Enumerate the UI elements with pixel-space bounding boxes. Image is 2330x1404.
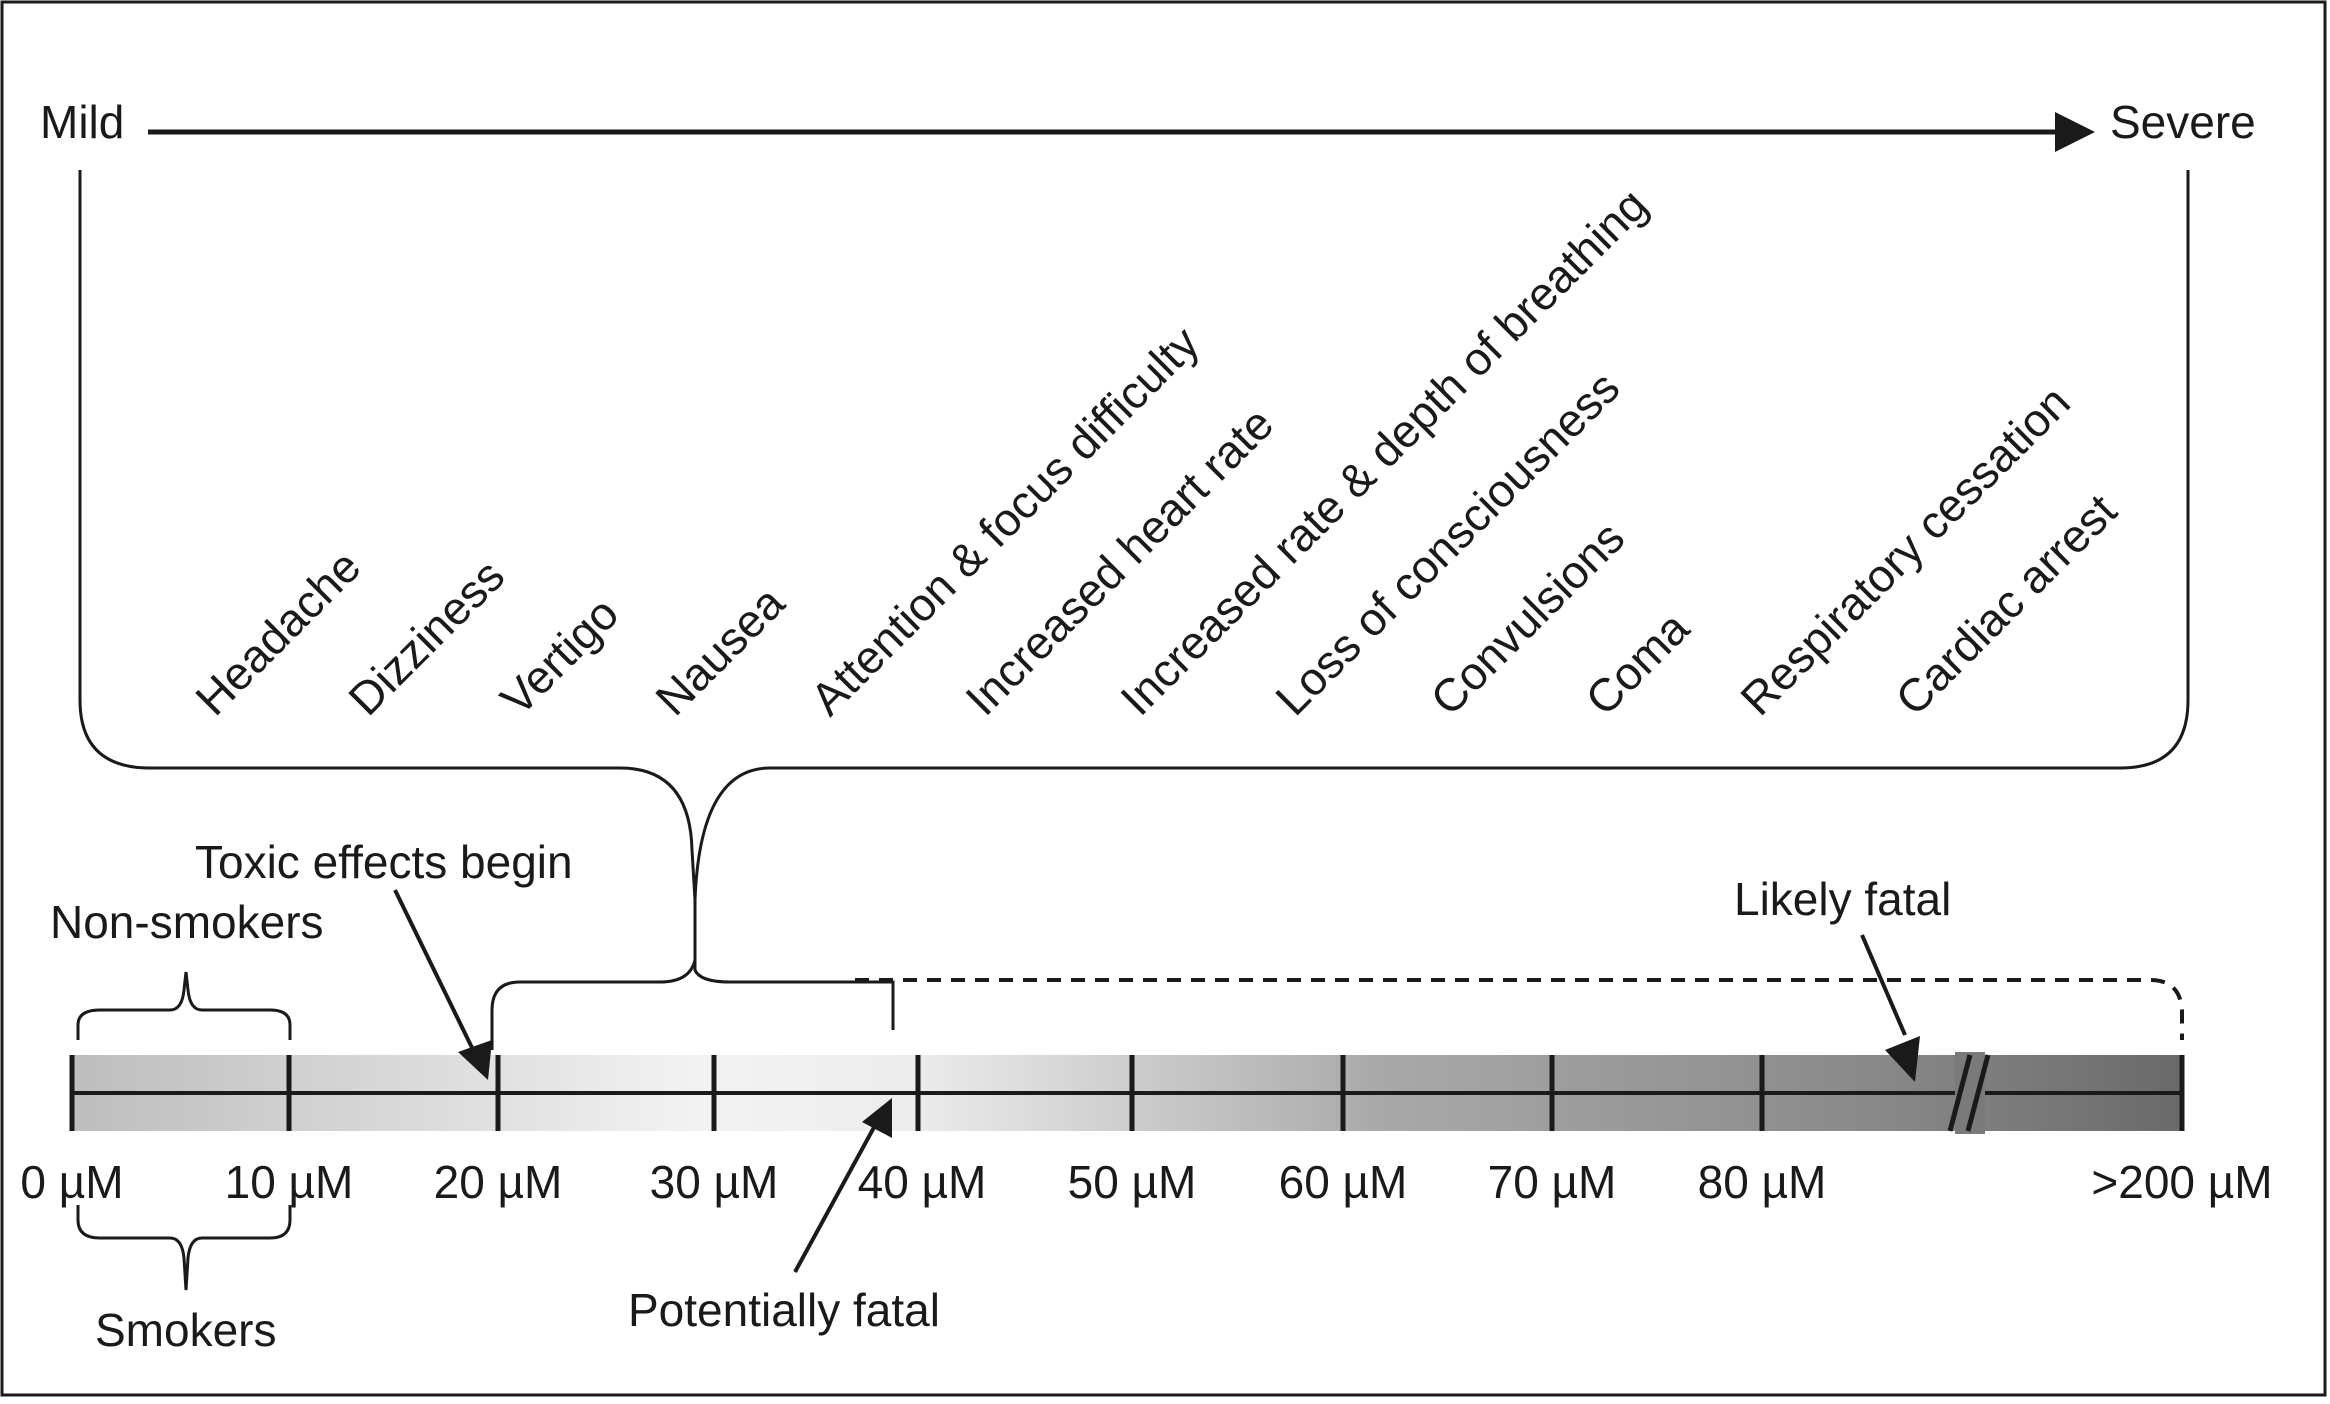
toxic-effects-arrow-head (458, 1040, 492, 1080)
likely-fatal-dashed-line (855, 978, 2184, 1040)
tick-label: >200 µM (2091, 1156, 2272, 1208)
smokers-label: Smokers (95, 1304, 276, 1356)
likely-fatal-label: Likely fatal (1734, 873, 1951, 925)
non-smokers-brace (76, 971, 292, 1040)
symptom-label: Coma (1575, 601, 1699, 725)
potentially-fatal-arrow (793, 1119, 880, 1273)
symptom-label: Vertigo (490, 587, 628, 725)
symptom-labels: Headache Dizziness Vertigo Nausea Attent… (185, 178, 2126, 725)
severity-arrow-head (2055, 112, 2095, 152)
likely-fatal-arrow-head (1885, 1036, 1920, 1082)
tick-label: 50 µM (1068, 1156, 1197, 1208)
toxic-effects-arrow (393, 889, 480, 1061)
symptom-label: Increased heart rate (955, 397, 1283, 725)
tick-label: 40 µM (858, 1156, 987, 1208)
potentially-fatal-arrow-head (862, 1098, 892, 1138)
tick-labels: 0 µM 10 µM 20 µM 30 µM 40 µM 50 µM 60 µM… (20, 1156, 2272, 1208)
smokers-brace (76, 1205, 292, 1291)
severe-label: Severe (2110, 96, 2256, 148)
toxic-effects-label: Toxic effects begin (195, 836, 573, 888)
tick-label: 0 µM (20, 1156, 123, 1208)
likely-fatal-arrow (1860, 934, 1907, 1036)
tick-label: 60 µM (1279, 1156, 1408, 1208)
tick-label: 10 µM (225, 1156, 354, 1208)
symptom-label: Headache (185, 540, 370, 725)
symptom-label: Nausea (645, 576, 794, 725)
tick-label: 70 µM (1488, 1156, 1617, 1208)
potentially-fatal-label: Potentially fatal (628, 1284, 940, 1336)
tick-marks (69, 1055, 2185, 1131)
tick-label: 20 µM (434, 1156, 563, 1208)
non-smokers-label: Non-smokers (50, 896, 324, 948)
axis-break-mark (1947, 1052, 1991, 1134)
mild-label: Mild (40, 96, 124, 148)
tick-label: 80 µM (1698, 1156, 1827, 1208)
tick-label: 30 µM (650, 1156, 779, 1208)
symptom-bracket (78, 170, 2190, 1030)
symptom-bracket-left-foot (490, 959, 697, 1050)
